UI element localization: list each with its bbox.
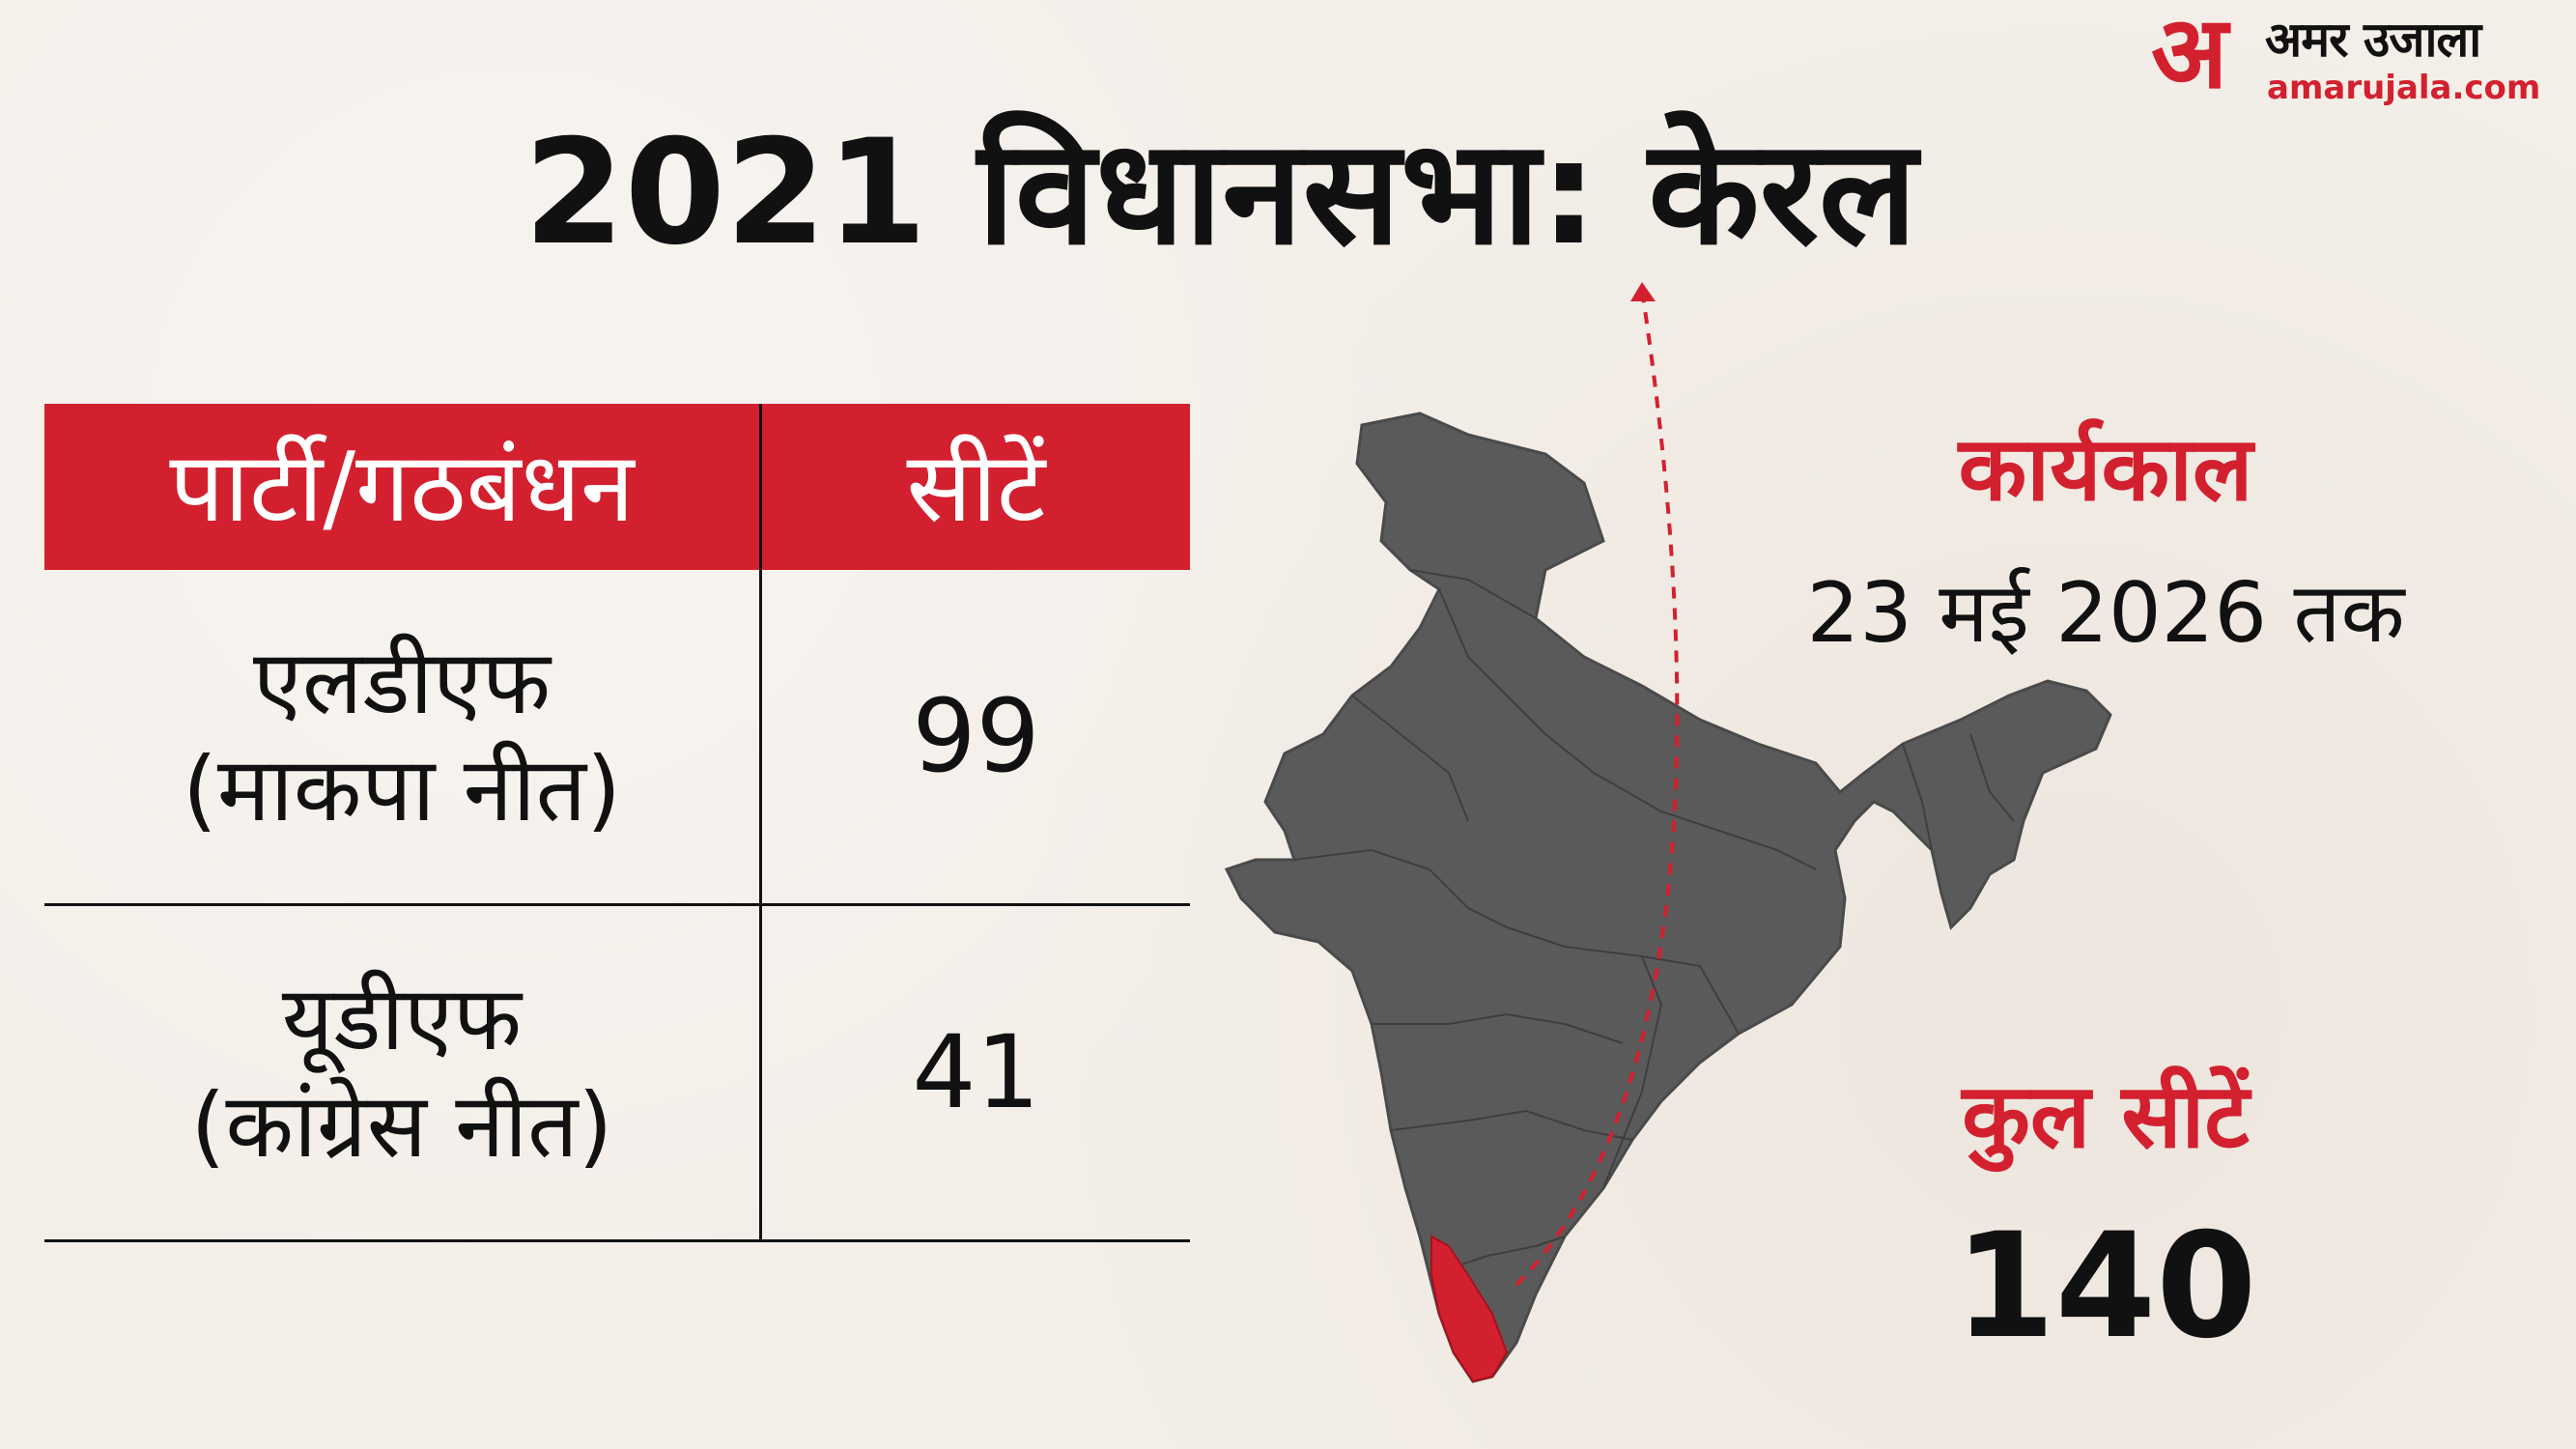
party-name: यूडीएफ [281,967,523,1071]
term-value: 23 मई 2026 तक [1806,565,2405,662]
term-block: कार्यकाल 23 मई 2026 तक [1729,417,2482,662]
total-seats-value: 140 [1954,1203,2257,1371]
arrow-path [1514,289,1680,1287]
amar-ujala-logo: अ अमर उजाला amarujala.com [2151,2,2547,116]
party-led-by: (कांग्रेस नीत) [190,1073,613,1178]
table-row: यूडीएफ (कांग्रेस नीत) 41 [44,906,1190,1242]
total-seats-label: कुल सीटें [1962,1065,2250,1168]
party-led-by: (माकपा नीत) [183,737,621,841]
state-borders [1293,569,2015,1276]
header-party: पार्टी/गठबंधन [169,430,635,544]
logo-mark: अ [2151,0,2228,111]
results-table: पार्टी/गठबंधन सीटें एलडीएफ (माकपा नीत) 9… [44,404,1190,1242]
party-cell: यूडीएफ (कांग्रेस नीत) [44,906,759,1239]
logo-domain: amarujala.com [2267,69,2541,107]
total-seats-block: कुल सीटें 140 [1729,1065,2482,1371]
seats-cell: 41 [759,906,1190,1239]
logo-hindi-name: अमर उजाला [2265,12,2481,68]
header-seats: सीटें [759,404,1190,570]
india-map [1224,282,2112,1383]
seats-cell: 99 [759,570,1190,903]
table-row: एलडीएफ (माकपा नीत) 99 [44,570,1190,906]
table-header: पार्टी/गठबंधन सीटें [44,404,1190,570]
page-title: 2021 विधानसभा: केरल [524,109,1917,277]
india-outline [1224,412,2112,1383]
party-name: एलडीएफ [252,631,552,735]
party-cell: एलडीएफ (माकपा नीत) [44,570,759,903]
kerala-highlight [1430,1235,1509,1383]
arrow-head [1630,282,1656,301]
term-label: कार्यकाल [1958,417,2253,521]
